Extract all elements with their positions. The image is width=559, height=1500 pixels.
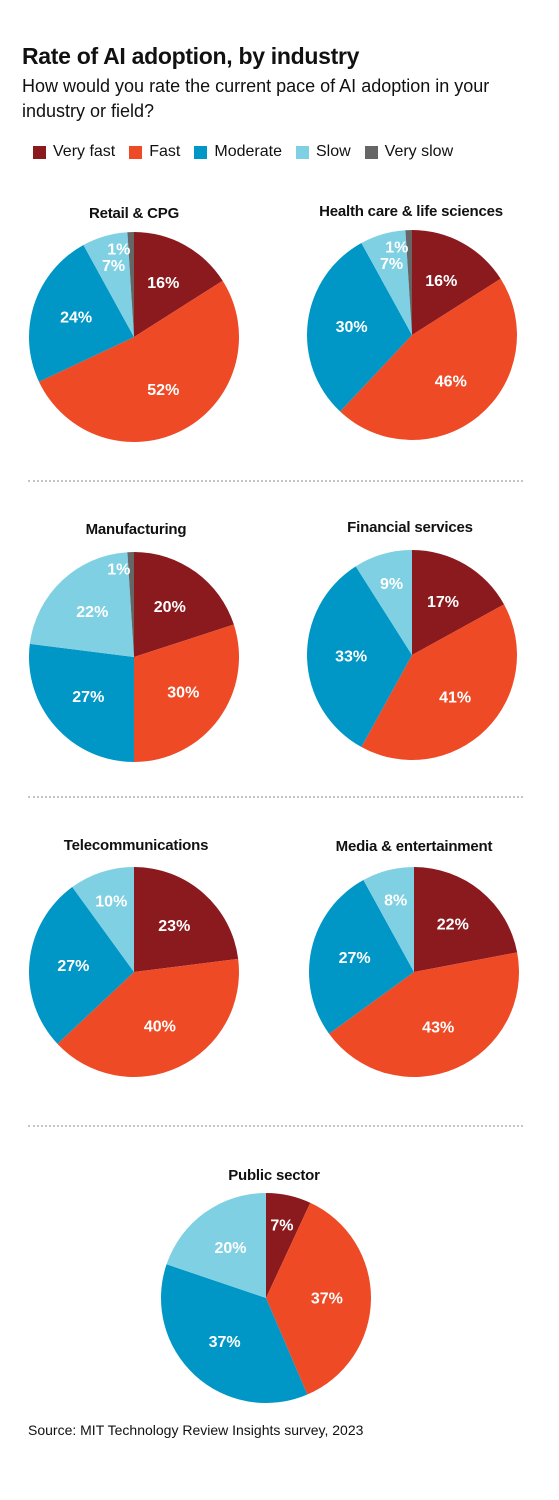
pie-slice-very-slow <box>127 232 134 337</box>
pie-label-fast: 40% <box>144 1019 176 1036</box>
legend-swatch <box>194 145 208 159</box>
legend-item-slow: Slow <box>295 143 351 161</box>
legend-swatch <box>129 145 143 159</box>
pie-title-media-entertainment: Media & entertainment <box>335 838 493 855</box>
pie-label-moderate: 37% <box>209 1334 241 1351</box>
pie-label-moderate: 33% <box>335 648 367 665</box>
legend-swatch <box>33 145 46 159</box>
legend-item-moderate: Moderate <box>194 143 282 161</box>
divider <box>28 480 523 482</box>
pie-slice-very-fast <box>414 867 518 972</box>
pie-slice-very-fast <box>266 1193 311 1298</box>
pie-label-fast: 46% <box>435 373 467 390</box>
pie-slice-fast <box>340 278 517 440</box>
pie-label-very-fast: 16% <box>147 275 179 292</box>
pie-slice-moderate <box>28 244 134 382</box>
pie-slice-slow <box>72 867 134 972</box>
pie-label-slow: 8% <box>384 892 407 909</box>
pie-title-financial-services: Financial services <box>347 519 473 536</box>
legend-label: Moderate <box>214 143 282 160</box>
pie-label-moderate: 30% <box>336 319 368 336</box>
pie-label-slow: 20% <box>214 1240 246 1257</box>
legend-item-fast: Fast <box>129 143 180 161</box>
pie-slice-fast <box>329 952 520 1078</box>
pie-label-very-fast: 20% <box>154 599 186 616</box>
legend-item-very-fast: Very fast <box>33 143 115 161</box>
pie-financial-services: 17% 41% 33% 9% <box>307 550 517 760</box>
pie-health-care: 16% 46% 30% 7%1% <box>307 230 517 440</box>
pie-slice-slow <box>361 230 412 335</box>
pie-public-sector: 7% 37% 37% 20% <box>160 1193 371 1403</box>
pie-manufacturing: 20% 30% 27% 22% 1% <box>29 552 240 762</box>
pie-label-very-slow: 1% <box>107 562 130 579</box>
pie-slice-moderate <box>307 242 412 412</box>
pie-label-slow: 10% <box>95 894 127 911</box>
divider <box>28 796 523 798</box>
pie-slice-fast <box>38 280 239 443</box>
chart-title: Rate of AI adoption, by industry <box>22 43 360 69</box>
pie-label-slow: 9% <box>380 576 403 593</box>
pie-label-very-fast: 7% <box>270 1218 293 1235</box>
legend-swatch <box>364 145 378 159</box>
pie-label-fast: 37% <box>311 1290 343 1307</box>
pie-slice-slow <box>363 867 414 972</box>
pie-slice-fast <box>57 958 239 1077</box>
pie-label-fast: 52% <box>147 382 179 399</box>
pie-slice-very-fast <box>134 552 234 657</box>
pie-label-moderate: 27% <box>72 689 104 706</box>
pie-slice-fast <box>361 604 517 760</box>
pie-label-moderate: 24% <box>60 310 92 327</box>
pie-slice-slow <box>29 552 134 657</box>
pie-slice-very-fast <box>412 230 501 335</box>
pie-telecommunications: 23% 40% 27% 10% <box>28 867 239 1077</box>
pie-slice-fast <box>266 1202 371 1395</box>
pie-slice-moderate <box>308 879 414 1034</box>
pie-slice-moderate <box>307 566 412 748</box>
pie-label-very-fast: 23% <box>158 918 190 935</box>
pie-slice-very-fast <box>134 867 239 972</box>
legend-label: Slow <box>315 143 351 160</box>
pie-label-very-fast: 17% <box>427 594 459 611</box>
pie-slice-very-slow <box>127 552 134 657</box>
pie-slice-moderate <box>28 887 135 1044</box>
pie-title-public-sector: Public sector <box>228 1167 320 1184</box>
legend-item-very-slow: Very slow <box>364 143 454 161</box>
pie-media-entertainment: 22% 43% 27% 8% <box>308 867 520 1078</box>
pie-title-telecommunications: Telecommunications <box>63 837 209 854</box>
pie-label-slow: 7% <box>102 258 125 275</box>
chart-subtitle: How would you rate the current pace of A… <box>22 76 490 121</box>
pie-title-health-care: Health care & life sciences <box>319 203 503 220</box>
pie-label-slow: 7% <box>380 256 403 273</box>
pie-slice-fast <box>134 624 240 762</box>
pie-label-fast: 30% <box>167 684 199 701</box>
pie-label-very-slow: 1% <box>107 242 130 259</box>
pie-slice-moderate <box>160 1264 308 1403</box>
pie-label-moderate: 27% <box>57 958 89 975</box>
pie-title-retail: Retail & CPG <box>88 205 180 222</box>
source-note: Source: MIT Technology Review Insights s… <box>28 1422 364 1438</box>
pie-label-very-slow: 1% <box>385 240 408 257</box>
pie-retail: 16% 52% 24% 7%1% <box>28 232 239 443</box>
legend-swatch <box>295 145 309 159</box>
pie-slice-slow <box>83 232 134 337</box>
divider <box>28 1125 523 1127</box>
pie-label-slow: 22% <box>76 604 108 621</box>
pie-slice-slow <box>166 1193 266 1298</box>
pie-label-moderate: 27% <box>339 950 371 967</box>
pie-slice-slow <box>355 550 412 655</box>
pie-slice-moderate <box>29 643 135 762</box>
legend-label: Very fast <box>53 143 116 160</box>
pie-slice-very-fast <box>134 232 223 337</box>
pie-label-very-fast: 22% <box>437 917 469 934</box>
pie-slice-very-slow <box>405 230 412 335</box>
legend: Very fast Fast Moderate Slow Very slow <box>33 143 467 161</box>
legend-label: Fast <box>149 143 181 160</box>
pie-label-very-fast: 16% <box>425 273 457 290</box>
pie-slice-very-fast <box>412 550 505 655</box>
pie-label-fast: 41% <box>439 690 471 707</box>
pie-label-fast: 43% <box>422 1019 454 1036</box>
pie-title-manufacturing: Manufacturing <box>85 521 187 538</box>
legend-label: Very slow <box>384 143 454 160</box>
